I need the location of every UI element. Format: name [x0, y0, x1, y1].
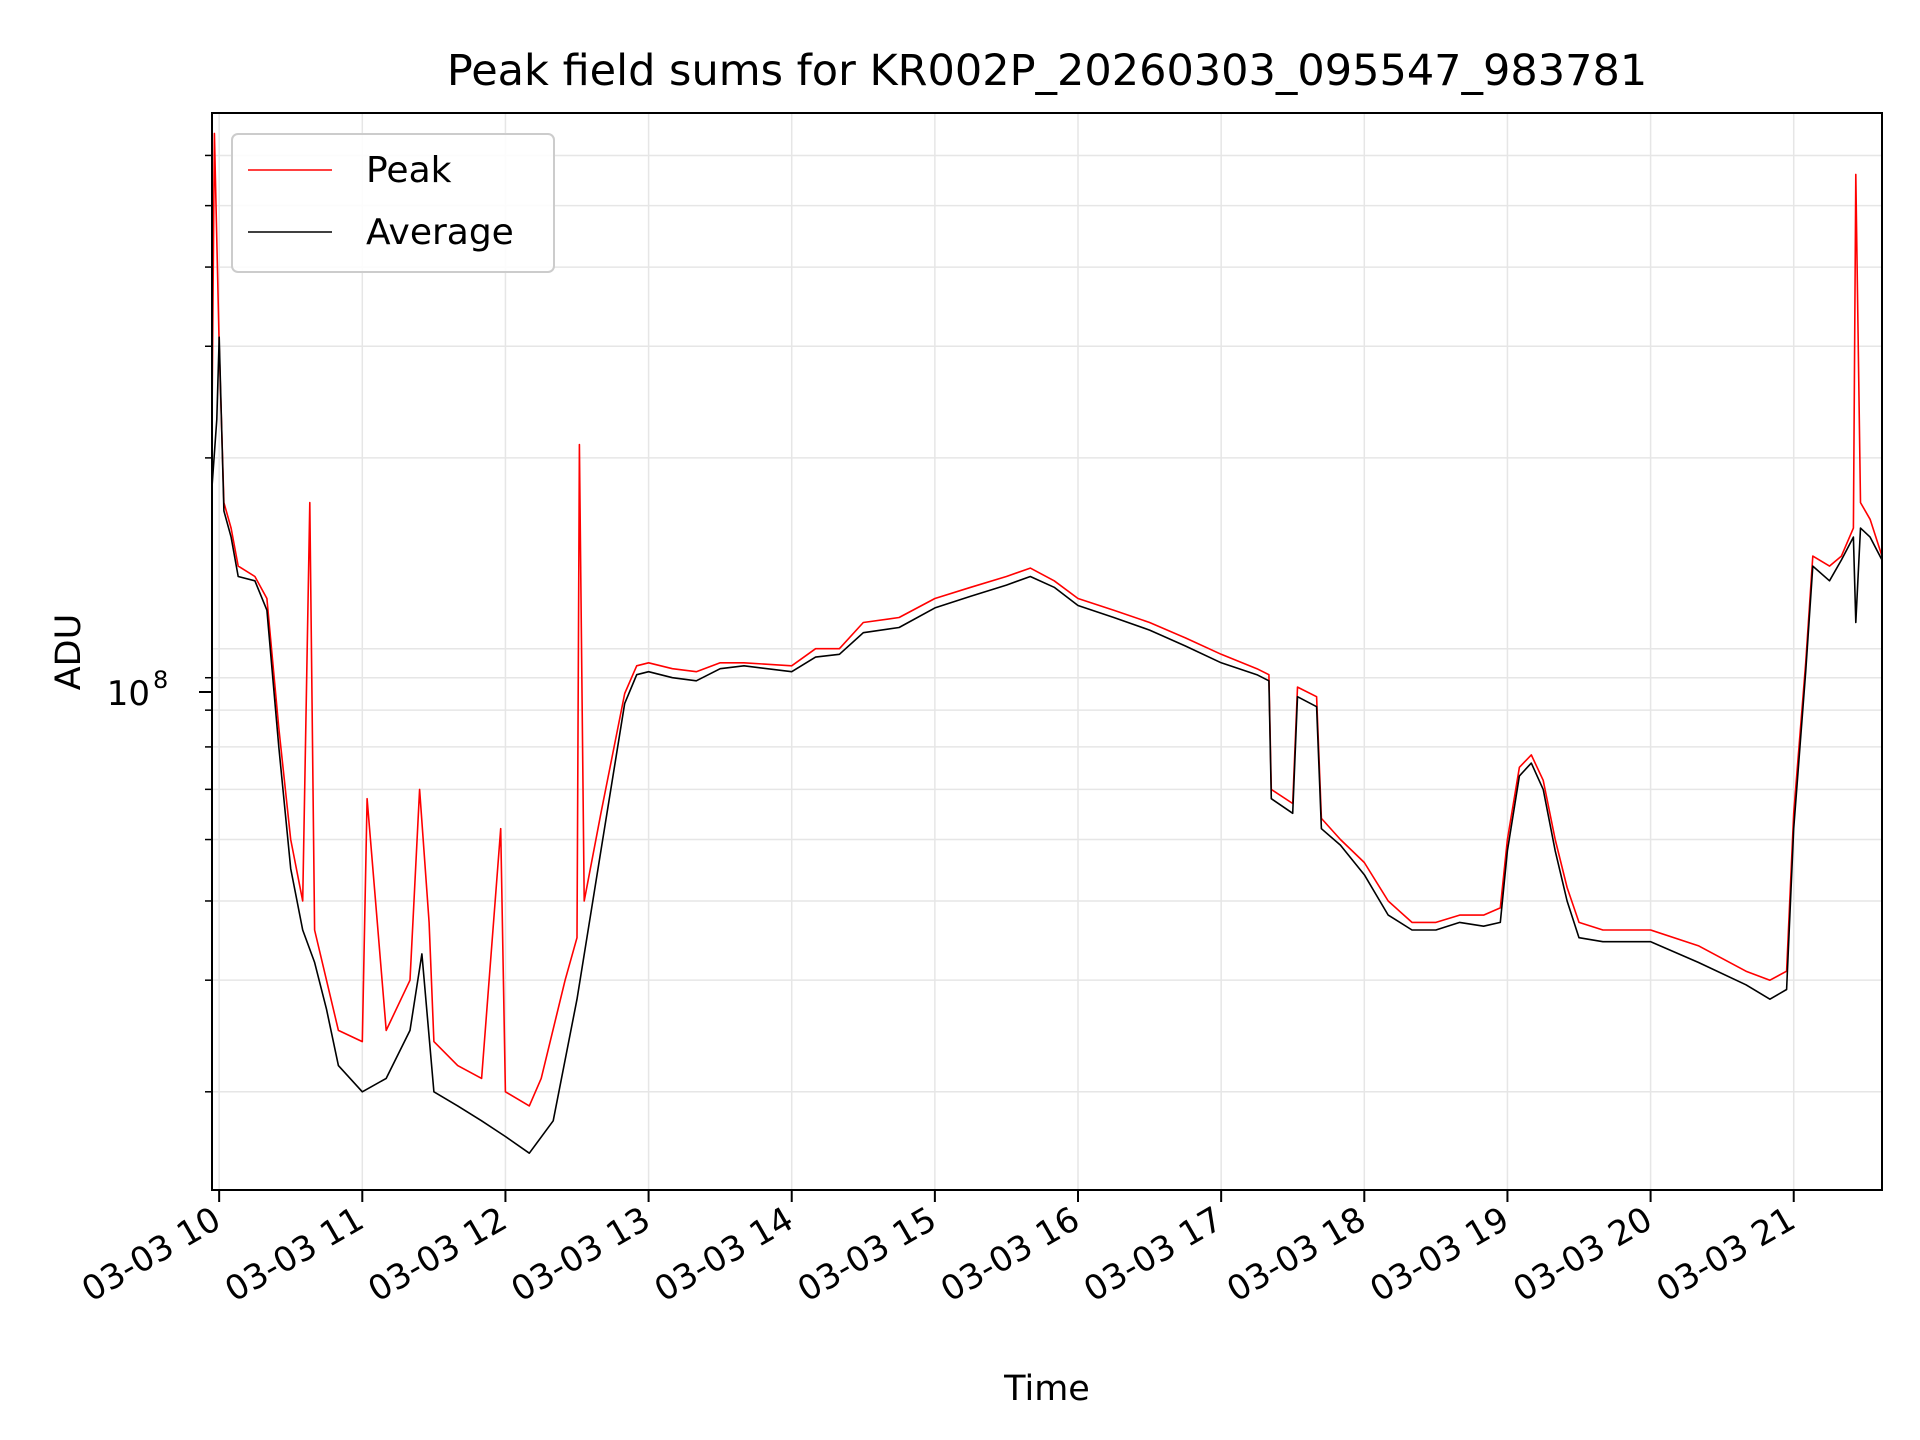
- series-line-average: [211, 336, 1883, 1154]
- chart-title: Peak field sums for KR002P_20260303_0955…: [447, 46, 1647, 96]
- y-axis-ticks: [205, 154, 212, 1093]
- plot-frame: [211, 112, 1883, 1191]
- svg-text:10: 10: [107, 674, 150, 714]
- series-line-peak: [211, 132, 1883, 1107]
- legend-label-peak: Peak: [366, 150, 452, 191]
- x-axis-label: Time: [1003, 1369, 1090, 1409]
- legend-box: [231, 133, 555, 273]
- y-major-tick-label: 10 8: [107, 666, 212, 714]
- legend: Peak Average: [231, 133, 555, 273]
- y-tick-exponent: 8: [153, 666, 168, 694]
- grid: [212, 113, 1882, 1190]
- legend-label-average: Average: [366, 212, 514, 253]
- y-axis-label: ADU: [49, 614, 89, 691]
- series-layer: [211, 132, 1883, 1154]
- y-tick-base: 10: [107, 674, 150, 714]
